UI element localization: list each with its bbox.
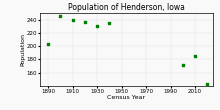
Point xyxy=(59,16,62,17)
Title: Population of Henderson, Iowa: Population of Henderson, Iowa xyxy=(68,3,185,12)
Point xyxy=(132,103,136,105)
Point xyxy=(205,83,209,85)
Point xyxy=(95,26,99,27)
Y-axis label: Population: Population xyxy=(20,33,25,66)
X-axis label: Census Year: Census Year xyxy=(107,95,146,100)
Point xyxy=(120,99,123,101)
Point xyxy=(157,88,160,89)
Point xyxy=(46,43,50,45)
Point xyxy=(83,21,87,23)
Point xyxy=(108,22,111,24)
Point xyxy=(71,19,74,21)
Point xyxy=(181,64,185,66)
Point xyxy=(193,55,197,57)
Point xyxy=(169,106,172,108)
Point xyxy=(144,103,148,104)
